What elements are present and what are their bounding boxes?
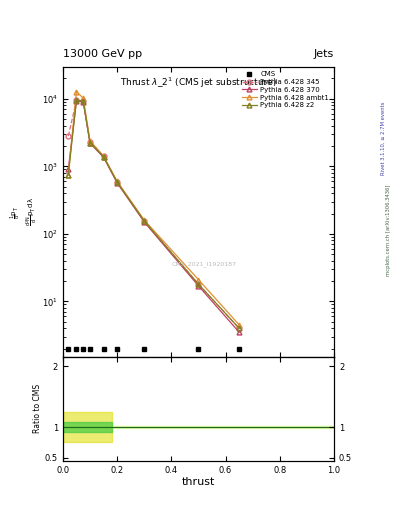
CMS: [66, 346, 71, 352]
Bar: [63, 426, 334, 429]
Pythia 6.428 370: [142, 219, 147, 225]
Y-axis label: $\mathregular{\frac{1}{\rm d}p_T}$
$\mathregular{\frac{\rm d^2N}{\rm d}p_T\,\rm : $\mathregular{\frac{1}{\rm d}p_T}$ $\mat…: [9, 197, 40, 226]
CMS: [81, 346, 86, 352]
Pythia 6.428 370: [237, 329, 241, 335]
Pythia 6.428 370: [196, 283, 201, 289]
Pythia 6.428 ambt1: [196, 276, 201, 283]
Pythia 6.428 z2: [237, 325, 241, 331]
Text: Rivet 3.1.10, ≥ 2.7M events: Rivet 3.1.10, ≥ 2.7M events: [381, 101, 386, 175]
Pythia 6.428 ambt1: [101, 153, 106, 159]
Pythia 6.428 345: [237, 325, 241, 331]
Pythia 6.428 ambt1: [88, 138, 92, 144]
Pythia 6.428 z2: [115, 179, 119, 185]
CMS: [115, 346, 119, 352]
Pythia 6.428 345: [88, 139, 92, 145]
Pythia 6.428 z2: [101, 154, 106, 160]
Pythia 6.428 370: [115, 180, 119, 186]
CMS: [88, 346, 92, 352]
Line: Pythia 6.428 370: Pythia 6.428 370: [66, 98, 242, 335]
Text: Jets: Jets: [314, 49, 334, 59]
Line: Pythia 6.428 z2: Pythia 6.428 z2: [66, 98, 242, 331]
Pythia 6.428 z2: [66, 172, 71, 178]
CMS: [196, 346, 201, 352]
Pythia 6.428 345: [66, 133, 71, 139]
Pythia 6.428 ambt1: [115, 178, 119, 184]
Pythia 6.428 z2: [196, 281, 201, 287]
Text: Thrust $\lambda\_2^1$ (CMS jet substructure): Thrust $\lambda\_2^1$ (CMS jet substruct…: [120, 75, 277, 90]
Text: 13000 GeV pp: 13000 GeV pp: [63, 49, 142, 59]
Pythia 6.428 z2: [142, 218, 147, 224]
Pythia 6.428 370: [74, 98, 79, 104]
Pythia 6.428 370: [88, 140, 92, 146]
Pythia 6.428 ambt1: [81, 95, 86, 101]
CMS: [237, 346, 241, 352]
Pythia 6.428 z2: [88, 139, 92, 145]
Pythia 6.428 z2: [81, 98, 86, 104]
Pythia 6.428 ambt1: [66, 172, 71, 178]
CMS: [74, 346, 79, 352]
Line: Pythia 6.428 ambt1: Pythia 6.428 ambt1: [66, 89, 242, 327]
Pythia 6.428 370: [81, 98, 86, 104]
X-axis label: thrust: thrust: [182, 477, 215, 487]
Pythia 6.428 345: [115, 179, 119, 185]
Y-axis label: Ratio to CMS: Ratio to CMS: [33, 385, 42, 434]
CMS: [101, 346, 106, 352]
Text: mcplots.cern.ch [arXiv:1306.3436]: mcplots.cern.ch [arXiv:1306.3436]: [386, 185, 391, 276]
Pythia 6.428 345: [81, 98, 86, 104]
Line: Pythia 6.428 345: Pythia 6.428 345: [66, 98, 242, 331]
Text: CMS_2021_I1920187: CMS_2021_I1920187: [171, 261, 236, 267]
Pythia 6.428 370: [66, 166, 71, 173]
Pythia 6.428 ambt1: [142, 217, 147, 223]
Legend: CMS, Pythia 6.428 345, Pythia 6.428 370, Pythia 6.428 ambt1, Pythia 6.428 z2: CMS, Pythia 6.428 345, Pythia 6.428 370,…: [240, 70, 331, 110]
Line: CMS: CMS: [66, 347, 241, 351]
CMS: [142, 346, 147, 352]
Pythia 6.428 345: [142, 218, 147, 224]
Pythia 6.428 ambt1: [237, 322, 241, 328]
Pythia 6.428 345: [101, 154, 106, 160]
Pythia 6.428 z2: [74, 97, 79, 103]
Pythia 6.428 345: [196, 281, 201, 287]
Pythia 6.428 ambt1: [74, 89, 79, 95]
Pythia 6.428 345: [74, 97, 79, 103]
Pythia 6.428 370: [101, 154, 106, 160]
